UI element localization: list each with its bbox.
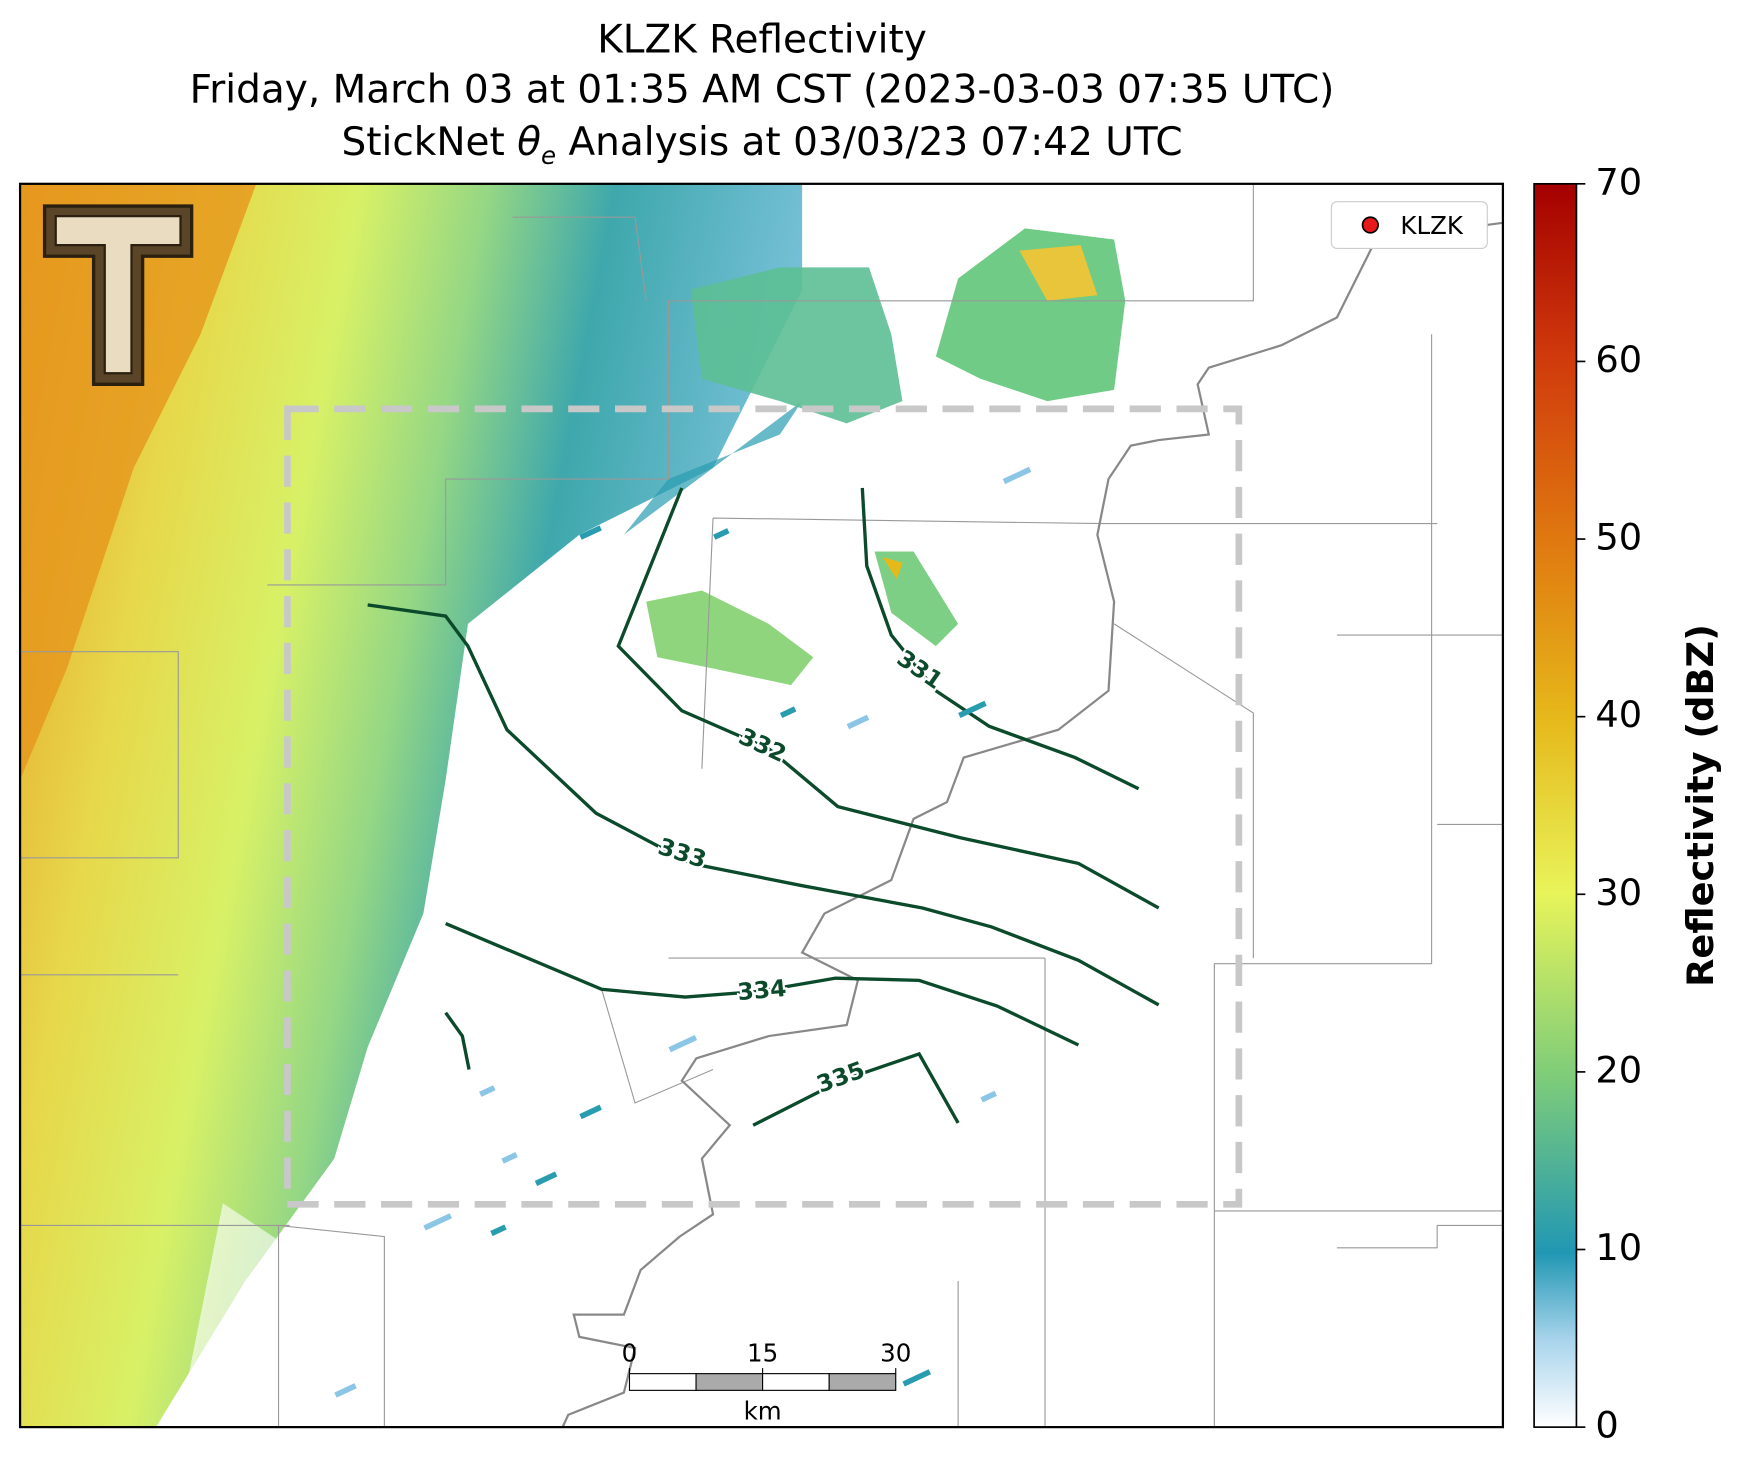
scale-segment: [828, 1373, 897, 1391]
reflectivity: [490, 1224, 507, 1237]
reflectivity: [20, 183, 257, 780]
title: KLZK Reflectivity Friday, March 03 at 01…: [190, 17, 1335, 169]
title-text: Analysis at 03/03/23 07:42 UTC: [556, 120, 1182, 165]
title-subscript: e: [541, 141, 556, 170]
title-line: Friday, March 03 at 01:35 AM CST (2023-0…: [190, 67, 1335, 112]
analysis-domain: [284, 405, 1243, 1208]
reflectivity: [479, 1085, 496, 1097]
scale-segment: [762, 1373, 830, 1391]
title-line: KLZK Reflectivity: [597, 17, 927, 62]
reflectivity: [579, 525, 602, 540]
colorbar-tick-label: 40: [1595, 693, 1642, 736]
colorbar-label: Reflectivity (dBZ): [1679, 624, 1722, 987]
title-text: StickNet: [341, 120, 517, 165]
reflectivity: [1002, 466, 1032, 485]
scale-tick-label: 15: [747, 1338, 778, 1367]
reflectivity: [1019, 245, 1098, 301]
scale-unit: km: [744, 1396, 782, 1425]
colorbar-scale: [1533, 182, 1578, 1428]
title-line: StickNet θe Analysis at 03/03/23 07:42 U…: [341, 120, 1182, 170]
reflectivity: [20, 183, 803, 1428]
reflectivity: [178, 1203, 357, 1428]
scale-segment: [695, 1373, 764, 1391]
contour-line: [445, 922, 1080, 1047]
reflectivity: [902, 1369, 932, 1387]
contour-line: [752, 1051, 960, 1127]
contour-line: [367, 603, 1160, 1007]
colorbar-tick-label: 30: [1595, 871, 1642, 914]
scale-tick-label: 30: [880, 1338, 911, 1367]
reflectivity: [334, 1383, 357, 1398]
colorbar-tick-label: 60: [1595, 338, 1642, 381]
logo: [42, 204, 194, 387]
colorbar-tick-label: 70: [1595, 160, 1642, 203]
reflectivity: [980, 1090, 997, 1103]
scale-tick-label: 0: [622, 1338, 638, 1367]
reflectivity: [690, 267, 903, 424]
reflectivity: [713, 528, 730, 540]
legend-label: KLZK: [1400, 211, 1463, 240]
contour-line: [444, 1011, 471, 1070]
colorbar-tick-label: 0: [1595, 1404, 1618, 1447]
reflectivity: [779, 706, 797, 719]
colorbar-tick-label: 50: [1595, 516, 1642, 559]
legend-box: [1330, 201, 1488, 249]
reflectivity: [423, 1213, 452, 1231]
contour-line: [860, 487, 1140, 791]
legend-marker: [1361, 216, 1379, 234]
colorbar-tick-label: 10: [1595, 1226, 1642, 1269]
reflectivity: [846, 714, 870, 730]
contour-line: [616, 487, 1160, 910]
reflectivity: [882, 557, 903, 580]
colorbar: Reflectivity (dBZ) 0 10 20 30 40 50 60 70: [1533, 160, 1722, 1447]
scale-bar: 0 15 30 km: [622, 1338, 912, 1425]
map-frame: [18, 182, 1505, 1429]
scale-segment: [628, 1373, 697, 1391]
legend: KLZK: [1330, 201, 1488, 249]
reflectivity: [623, 401, 803, 535]
reflectivity: [534, 1171, 558, 1186]
reflectivity: [501, 1152, 518, 1164]
colorbar-tick-label: 20: [1595, 1048, 1642, 1091]
county-borders: [20, 183, 1503, 1428]
reflectivity: [646, 590, 814, 686]
reflectivity: [579, 1104, 602, 1120]
reflectivity: [668, 1034, 698, 1053]
reflectivity: [958, 700, 987, 719]
contour-label: 334: [736, 974, 787, 1006]
title-symbol: θ: [517, 120, 541, 165]
